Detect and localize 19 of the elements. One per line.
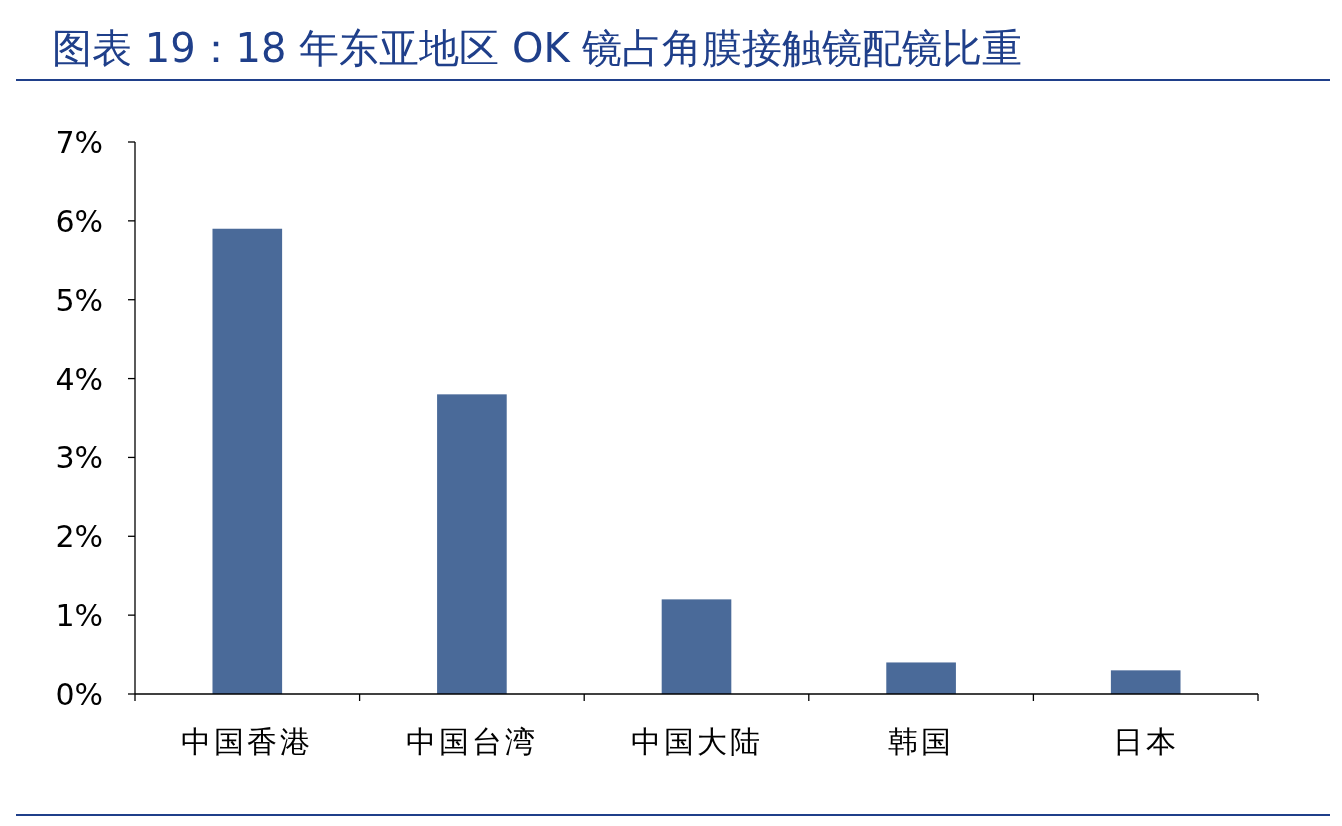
y-tick-label: 3% <box>55 440 103 476</box>
y-tick-label: 6% <box>55 203 103 239</box>
title: 图表 19：18 年东亚地区 OK 镜占角膜接触镜配镜比重 <box>52 25 1023 71</box>
bar <box>661 599 732 694</box>
y-tick-label: 1% <box>55 598 103 634</box>
x-tick-label: 韩国 <box>888 724 955 759</box>
x-tick-label: 中国台湾 <box>405 724 538 759</box>
y-tick-label: 7% <box>55 125 103 160</box>
y-tick-label: 4% <box>55 361 103 397</box>
bar <box>212 228 283 694</box>
bar <box>437 394 507 694</box>
x-tick-label: 日本 <box>1112 724 1179 759</box>
y-tick-label: 0% <box>55 677 103 712</box>
y-tick-label: 5% <box>55 282 103 318</box>
x-tick-label: 中国大陆 <box>630 724 763 759</box>
y-tick-label: 2% <box>55 519 103 555</box>
bar <box>1110 670 1181 694</box>
bar <box>886 662 956 694</box>
x-tick-label: 中国香港 <box>181 724 314 759</box>
